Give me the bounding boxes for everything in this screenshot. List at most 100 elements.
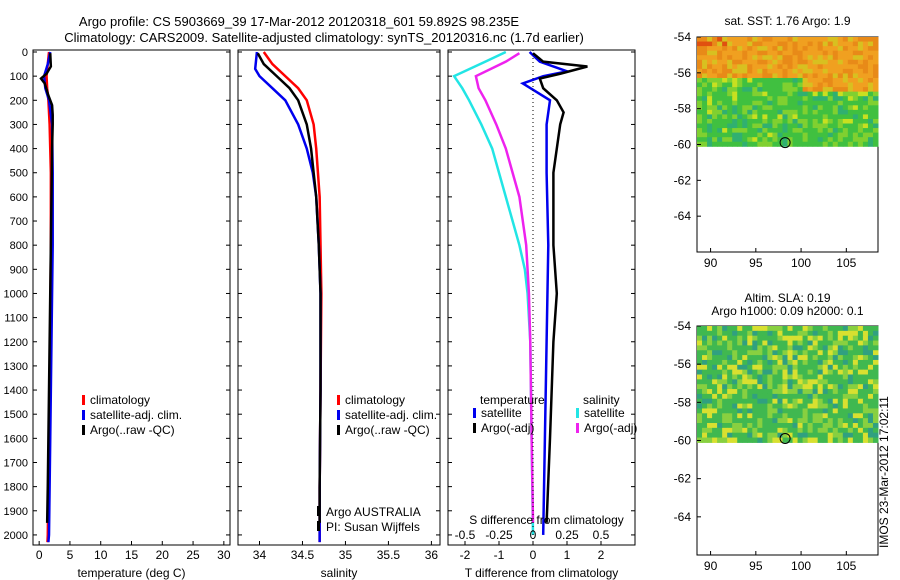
heat-cell bbox=[747, 41, 753, 47]
heat-cell bbox=[817, 64, 824, 70]
plot-frame bbox=[447, 49, 636, 546]
heat-cell bbox=[822, 109, 829, 115]
heat-cell bbox=[757, 374, 763, 380]
heat-cell bbox=[827, 77, 834, 84]
heat-cell bbox=[732, 118, 738, 125]
heat-cell bbox=[817, 123, 824, 129]
heat-cell bbox=[742, 105, 748, 111]
heat-cell bbox=[837, 64, 844, 70]
heat-cell bbox=[717, 50, 723, 56]
heat-cell bbox=[862, 350, 869, 356]
heat-cell bbox=[802, 141, 809, 147]
heat-cell bbox=[727, 345, 733, 351]
heat-cell bbox=[702, 355, 708, 361]
heat-cell bbox=[852, 384, 859, 390]
heat-cell bbox=[812, 437, 819, 443]
heat-cell bbox=[752, 330, 758, 337]
heat-cell bbox=[832, 340, 839, 346]
heat-cell bbox=[827, 393, 834, 400]
heat-cell bbox=[807, 91, 814, 97]
heat-cell bbox=[832, 384, 839, 390]
heat-cell bbox=[782, 408, 788, 414]
heat-cell bbox=[802, 384, 809, 390]
heat-cell bbox=[827, 132, 834, 138]
heat-cell bbox=[812, 335, 819, 342]
heat-cell bbox=[867, 55, 874, 61]
heat-cell bbox=[787, 398, 794, 405]
heat-cell bbox=[867, 123, 874, 129]
heat-cell bbox=[842, 114, 849, 120]
heat-cell bbox=[842, 55, 849, 61]
heat-cell bbox=[802, 41, 809, 47]
heat-cell bbox=[742, 418, 748, 424]
heat-cell bbox=[842, 393, 849, 400]
heat-cell bbox=[817, 141, 824, 147]
heat-cell bbox=[842, 68, 849, 74]
heat-cell bbox=[767, 403, 773, 409]
heat-cell bbox=[807, 68, 814, 74]
heat-cell bbox=[792, 393, 799, 400]
heat-cell bbox=[727, 437, 733, 443]
heat-cell bbox=[712, 96, 718, 102]
heat-cell bbox=[867, 330, 874, 337]
heat-cell bbox=[772, 114, 778, 120]
heat-cell bbox=[767, 114, 773, 120]
heat-cell bbox=[792, 114, 799, 120]
heat-cell bbox=[712, 100, 718, 106]
heat-cell bbox=[722, 335, 728, 342]
heat-cell bbox=[772, 340, 778, 346]
heat-cell bbox=[742, 369, 748, 376]
heat-cell bbox=[747, 100, 753, 106]
heat-cell bbox=[712, 408, 718, 414]
heat-cell bbox=[812, 408, 819, 414]
heat-cell bbox=[767, 359, 773, 366]
heat-cell bbox=[742, 364, 748, 371]
heat-cell bbox=[862, 137, 869, 143]
heat-cell bbox=[872, 128, 879, 134]
heat-cell bbox=[732, 87, 738, 93]
heat-cell bbox=[797, 389, 804, 395]
heat-cell bbox=[742, 41, 748, 47]
heat-cell bbox=[752, 46, 758, 52]
heat-cell bbox=[857, 340, 864, 346]
heat-cell bbox=[722, 46, 728, 52]
s-axis-label: S difference from climatology bbox=[469, 513, 624, 527]
heat-cell bbox=[782, 46, 788, 52]
heat-cell bbox=[867, 423, 874, 429]
heat-cell bbox=[862, 114, 869, 120]
heat-cell bbox=[737, 37, 743, 43]
heat-cell bbox=[787, 374, 794, 380]
heat-cell bbox=[707, 141, 713, 147]
y-tick-label: -62 bbox=[674, 173, 692, 187]
heat-cell bbox=[702, 68, 708, 74]
heat-cell bbox=[852, 393, 859, 400]
heat-cell bbox=[767, 384, 773, 390]
heat-cell bbox=[732, 96, 738, 102]
x-tick-label: 105 bbox=[836, 559, 856, 573]
heat-cell bbox=[837, 335, 844, 342]
heat-cell bbox=[857, 82, 864, 88]
heat-cell bbox=[752, 41, 758, 47]
heat-cell bbox=[802, 432, 809, 439]
heat-cell bbox=[867, 64, 874, 70]
heat-cell bbox=[867, 374, 874, 380]
heat-cell bbox=[707, 64, 713, 70]
heat-cell bbox=[767, 123, 773, 129]
heat-cell bbox=[822, 137, 829, 143]
heat-cell bbox=[797, 50, 804, 56]
heat-cell bbox=[767, 389, 773, 395]
figure-title-line1: Argo profile: CS 5903669_39 17-Mar-2012 … bbox=[79, 14, 520, 29]
heat-cell bbox=[872, 340, 879, 346]
heat-cell bbox=[832, 141, 839, 147]
heat-cell bbox=[812, 100, 819, 106]
heat-cell bbox=[847, 350, 854, 356]
heat-cell bbox=[732, 50, 738, 56]
heat-cell bbox=[832, 330, 839, 337]
heat-cell bbox=[742, 326, 748, 332]
heat-cell bbox=[712, 364, 718, 371]
heat-cell bbox=[737, 384, 743, 390]
heat-cell bbox=[782, 350, 788, 356]
heat-cell bbox=[767, 326, 773, 332]
heat-cell bbox=[862, 37, 869, 43]
heat-cell bbox=[792, 340, 799, 346]
